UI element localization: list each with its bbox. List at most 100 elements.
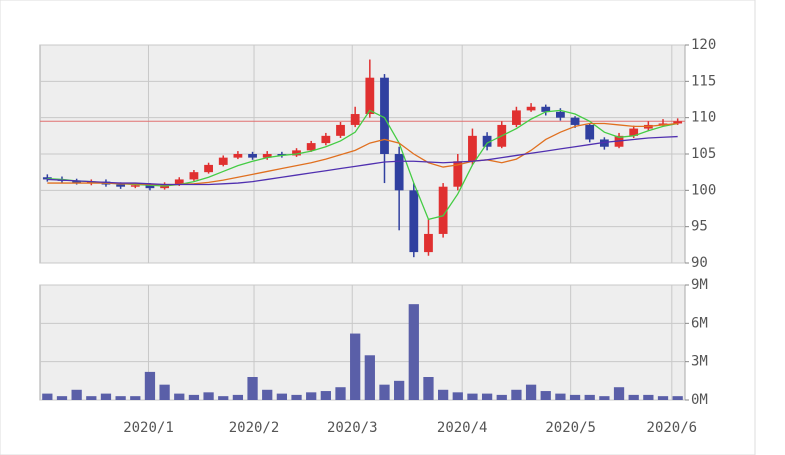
volume-bar bbox=[364, 355, 375, 400]
volume-bar bbox=[262, 389, 273, 400]
candle-body bbox=[541, 106, 551, 112]
volume-bar bbox=[540, 391, 551, 400]
moving-average-line bbox=[47, 135, 678, 186]
candle-body bbox=[42, 177, 52, 180]
candle-body bbox=[248, 154, 257, 158]
volume-bar bbox=[86, 396, 97, 400]
volume-bar bbox=[115, 396, 126, 400]
volume-bar bbox=[100, 393, 112, 400]
volume-bar bbox=[569, 394, 581, 400]
candle-body bbox=[277, 154, 287, 156]
y-tick-label: 95 bbox=[691, 219, 708, 235]
candle-body bbox=[262, 154, 272, 158]
candle-body bbox=[658, 123, 668, 125]
candle-body bbox=[673, 121, 683, 124]
volume-bar bbox=[188, 394, 200, 400]
candle-body bbox=[468, 135, 477, 162]
candle-body bbox=[424, 233, 433, 253]
volume-bar bbox=[306, 392, 317, 400]
volume-bar bbox=[232, 394, 244, 400]
x-tick-label: 2020/2 bbox=[229, 420, 280, 436]
volume-bar bbox=[218, 396, 229, 400]
candle-body bbox=[629, 128, 639, 136]
volume-bar bbox=[320, 391, 331, 400]
candle-body bbox=[130, 185, 140, 187]
candle-body bbox=[380, 77, 389, 154]
volume-bar bbox=[247, 377, 258, 400]
y-tick-label: 115 bbox=[691, 73, 716, 89]
volume-bar bbox=[159, 384, 170, 400]
y-tick-label: 90 bbox=[691, 255, 708, 271]
volume-bar bbox=[379, 384, 390, 400]
candle-body bbox=[526, 106, 536, 111]
candle-body bbox=[336, 124, 345, 136]
moving-average-line bbox=[47, 109, 678, 221]
x-tick-label: 2020/6 bbox=[647, 420, 698, 436]
candle-body bbox=[218, 157, 228, 165]
volume-bar bbox=[423, 377, 434, 400]
candle-body bbox=[321, 135, 331, 144]
volume-bar bbox=[71, 389, 82, 400]
volume-bar bbox=[511, 389, 522, 400]
candle-body bbox=[204, 164, 213, 173]
candle-body bbox=[174, 179, 184, 185]
candle-body bbox=[585, 124, 595, 140]
candle-body bbox=[409, 190, 419, 253]
y-tick-label: 6M bbox=[691, 315, 708, 331]
volume-bar bbox=[408, 304, 419, 400]
volume-bar bbox=[174, 393, 185, 400]
volume-bar bbox=[130, 396, 141, 400]
candle-body bbox=[570, 117, 580, 125]
y-tick-label: 100 bbox=[691, 182, 716, 198]
volume-bar bbox=[555, 393, 566, 400]
candle-body bbox=[438, 186, 448, 234]
x-tick-label: 2020/4 bbox=[437, 420, 488, 436]
volume-bar bbox=[276, 393, 288, 400]
candle-body bbox=[512, 110, 521, 125]
y-tick-label: 0M bbox=[691, 392, 708, 408]
x-tick-label: 2020/3 bbox=[327, 420, 378, 436]
volume-bar bbox=[56, 396, 68, 400]
volume-bar bbox=[672, 396, 683, 400]
y-tick-label: 110 bbox=[691, 110, 716, 126]
volume-bar bbox=[42, 393, 53, 400]
volume-bar bbox=[643, 394, 654, 400]
volume-bar bbox=[350, 333, 361, 400]
volume-bar bbox=[584, 394, 595, 400]
y-tick-label: 105 bbox=[691, 146, 716, 162]
candle-body bbox=[365, 77, 375, 115]
volume-bar bbox=[335, 387, 346, 400]
candle-body bbox=[292, 150, 301, 156]
x-tick-label: 2020/5 bbox=[545, 420, 596, 436]
volume-bar bbox=[291, 394, 302, 400]
candle-body bbox=[482, 135, 492, 147]
candle-body bbox=[599, 139, 609, 147]
candle-body bbox=[350, 114, 360, 125]
volume-bar bbox=[437, 389, 449, 400]
y-tick-label: 120 bbox=[691, 37, 716, 53]
y-tick-label: 9M bbox=[691, 277, 708, 293]
candle-body bbox=[556, 111, 565, 118]
candle-body bbox=[233, 154, 243, 158]
volume-bar bbox=[657, 396, 669, 400]
candle-body bbox=[72, 180, 82, 184]
candle-body bbox=[116, 184, 126, 187]
y-tick-label: 3M bbox=[691, 354, 708, 370]
volume-bar bbox=[203, 392, 214, 400]
candle-body bbox=[86, 181, 96, 184]
candle-body bbox=[453, 161, 463, 187]
volume-bar bbox=[144, 371, 156, 400]
volume-bar bbox=[481, 393, 493, 400]
candle-body bbox=[145, 185, 155, 189]
volume-bar bbox=[525, 384, 537, 400]
volume-bar bbox=[467, 393, 478, 400]
volume-bar bbox=[394, 380, 405, 400]
volume-panel bbox=[39, 284, 686, 401]
volume-bar bbox=[496, 394, 507, 400]
volume-bar bbox=[628, 394, 639, 400]
x-tick-label: 2020/1 bbox=[123, 420, 174, 436]
candle-body bbox=[394, 154, 404, 191]
volume-bar bbox=[599, 396, 610, 400]
volume-bar bbox=[452, 392, 463, 400]
